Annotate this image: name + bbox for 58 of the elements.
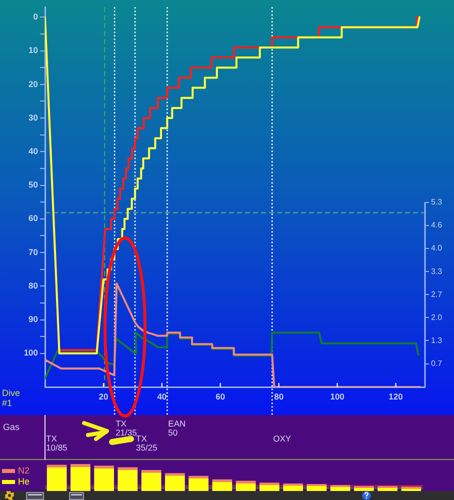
y2-tick-label: 5.3	[431, 197, 443, 206]
y2-tick-label: 1.3	[431, 336, 443, 345]
y2-tick-label: 2.7	[431, 290, 443, 299]
legend-label: N2	[18, 465, 30, 476]
y-tick-label: 60	[28, 213, 38, 224]
bar	[94, 468, 114, 491]
bar	[165, 473, 185, 476]
ref-line-label: TX 21/35	[116, 418, 138, 438]
x-tick-label: 60	[216, 391, 226, 402]
text: Gas	[3, 422, 20, 432]
y-tick-label: 50	[28, 180, 38, 190]
bar	[165, 476, 185, 491]
bar	[212, 482, 232, 491]
bar	[212, 479, 232, 482]
bar	[94, 466, 114, 468]
bar	[306, 486, 327, 491]
bar	[283, 483, 303, 486]
text: TX 10/85	[46, 434, 68, 453]
x-tick-label: 80	[274, 391, 284, 402]
x-tick-label: 100	[330, 391, 345, 402]
y-tick-label: 70	[28, 246, 38, 257]
bar	[378, 488, 398, 491]
ref-line-label: OXY	[273, 434, 292, 444]
bar	[236, 483, 256, 491]
y-tick-label: 40	[28, 146, 38, 156]
y-tick-label: 100	[24, 348, 38, 358]
bar	[354, 488, 374, 491]
y-tick-label: 80	[28, 280, 38, 290]
bar	[70, 464, 90, 467]
bar	[141, 470, 162, 473]
bar	[236, 480, 256, 484]
y2-tick-label: 4.0	[431, 243, 443, 252]
y-tick-label: 20	[28, 78, 38, 89]
x-tick-label: 120	[388, 391, 404, 402]
y2-tick-label: 2.0	[431, 312, 443, 322]
x-tick-label: 40	[157, 391, 167, 402]
bar	[118, 470, 138, 491]
bar	[260, 485, 280, 491]
y2-tick-label: 3.3	[431, 266, 443, 276]
bar	[118, 467, 138, 470]
ref-line-label: TX 35/25	[136, 434, 158, 453]
bar	[330, 486, 350, 491]
bar	[188, 478, 208, 491]
bar	[188, 476, 208, 478]
ref-line-label: EAN 50	[168, 418, 186, 438]
y-tick-label: 30	[28, 112, 38, 122]
y2-tick-label: 0.7	[431, 359, 443, 368]
bar	[283, 486, 303, 491]
bar	[46, 467, 67, 491]
x-tick-label: 20	[98, 391, 108, 402]
legend-label: He	[18, 476, 30, 486]
y2-tick-label: 4.6	[431, 220, 443, 230]
text: Dive #1	[2, 388, 20, 408]
bar	[141, 472, 162, 491]
y-tick-label: 90	[28, 314, 38, 324]
y-tick-label: 0	[33, 12, 38, 22]
y-tick-label: 10	[28, 45, 38, 56]
bar	[260, 482, 280, 486]
